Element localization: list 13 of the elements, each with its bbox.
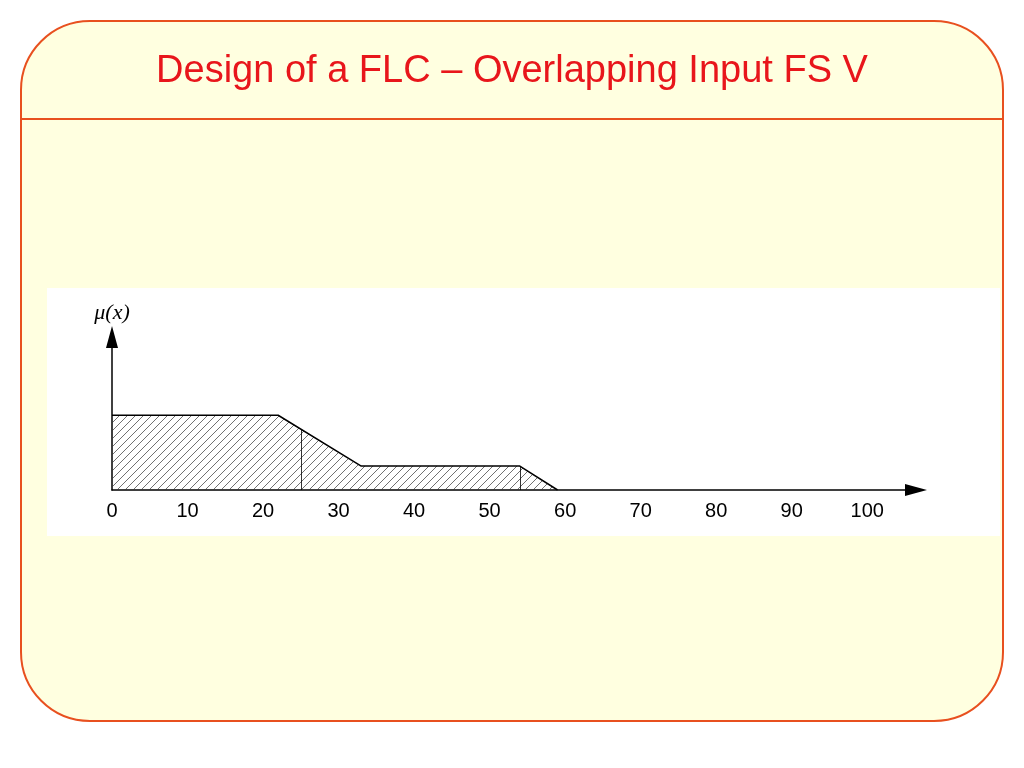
x-tick-label: 80 xyxy=(705,499,728,521)
x-tick-label: 40 xyxy=(402,499,426,521)
x-tick-label: 90 xyxy=(780,499,803,521)
x-tick-label: 20 xyxy=(251,499,275,521)
y-axis-title: μ(x) xyxy=(93,298,130,324)
x-tick-label: 0 xyxy=(106,499,118,521)
x-tick-label: 50 xyxy=(478,499,501,521)
x-tick-label: 60 xyxy=(554,499,577,521)
x-tick-label: 30 xyxy=(327,499,350,521)
x-tick-label: 10 xyxy=(176,499,199,521)
x-tick-label: 70 xyxy=(629,499,652,521)
x-tick-label: 100 xyxy=(850,499,884,521)
chart-title: Design of a FLC – Overlapping Input FS V xyxy=(155,48,869,91)
